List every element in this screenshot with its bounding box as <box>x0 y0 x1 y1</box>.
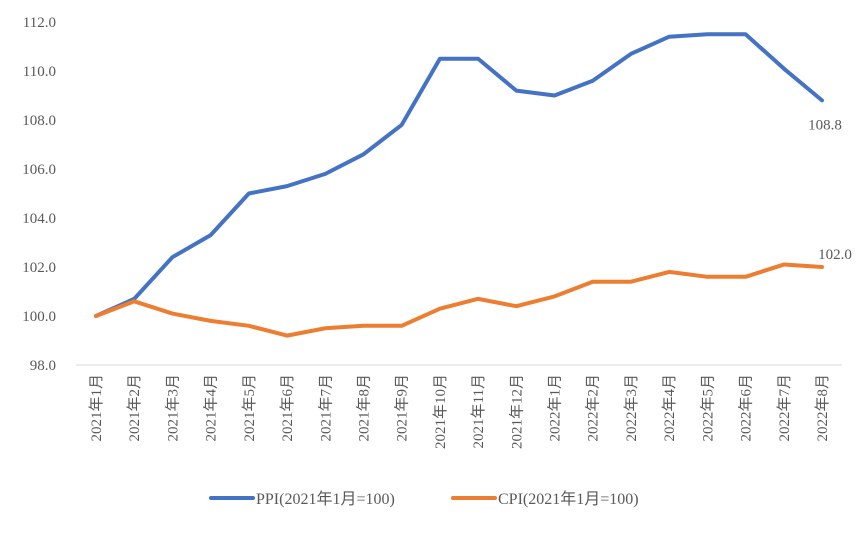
x-tick-label: 2022年1月 <box>547 374 564 442</box>
x-tick-label: 2021年5月 <box>241 374 258 442</box>
x-tick-label: 2022年6月 <box>738 374 755 442</box>
x-tick-label: 2021年4月 <box>203 374 220 442</box>
x-tick-label: 2021年1月 <box>88 374 105 442</box>
x-axis-ticks: 2021年1月 2021年2月 2021年3月 2021年4月 2021年5月 2021年… <box>88 374 831 449</box>
y-tick-label: 102.0 <box>22 260 56 276</box>
x-tick-label: 2021年8月 <box>355 374 372 442</box>
series-line-cpi <box>94 262 824 338</box>
x-tick-label: 2022年2月 <box>585 374 602 442</box>
x-tick-label: 2021年2月 <box>126 374 143 442</box>
y-tick-label: 108.0 <box>22 113 56 129</box>
data-label-end: 108.8 <box>808 117 842 133</box>
y-tick-label: 104.0 <box>22 211 56 227</box>
x-tick-label: 2021年6月 <box>279 374 296 442</box>
x-tick-label: 2021年10月 <box>432 374 449 449</box>
y-tick-label: 106.0 <box>22 162 56 178</box>
legend: PPI(2021年1月=100) CPI(2021年1月=100) <box>209 490 639 508</box>
x-tick-label: 2021年11月 <box>470 374 487 448</box>
x-tick-label: 2022年7月 <box>776 374 793 442</box>
y-tick-label: 98.0 <box>30 358 56 374</box>
x-tick-label: 2021年9月 <box>394 374 411 442</box>
x-tick-label: 2022年4月 <box>661 374 678 442</box>
y-tick-label: 110.0 <box>23 64 56 80</box>
legend-label: PPI(2021年1月=100) <box>256 490 395 508</box>
x-tick-label: 2022年5月 <box>699 374 716 442</box>
x-tick-label: 2021年3月 <box>164 374 181 442</box>
data-label-end: 102.0 <box>818 247 852 263</box>
x-tick-label: 2022年8月 <box>814 374 831 442</box>
x-tick-label: 2022年3月 <box>623 374 640 442</box>
x-tick-label: 2021年12月 <box>508 374 525 449</box>
y-tick-label: 112.0 <box>23 15 56 31</box>
series-lines <box>94 32 824 338</box>
y-tick-label: 100.0 <box>22 309 56 325</box>
data-labels: 108.8 102.0 <box>808 117 852 263</box>
legend-label: CPI(2021年1月=100) <box>498 490 639 508</box>
y-axis-ticks: 98.0 100.0 102.0 104.0 106.0 108.0 110.0 112.0 <box>22 15 56 374</box>
x-tick-label: 2021年7月 <box>317 374 334 442</box>
series-line-ppi <box>94 32 824 318</box>
